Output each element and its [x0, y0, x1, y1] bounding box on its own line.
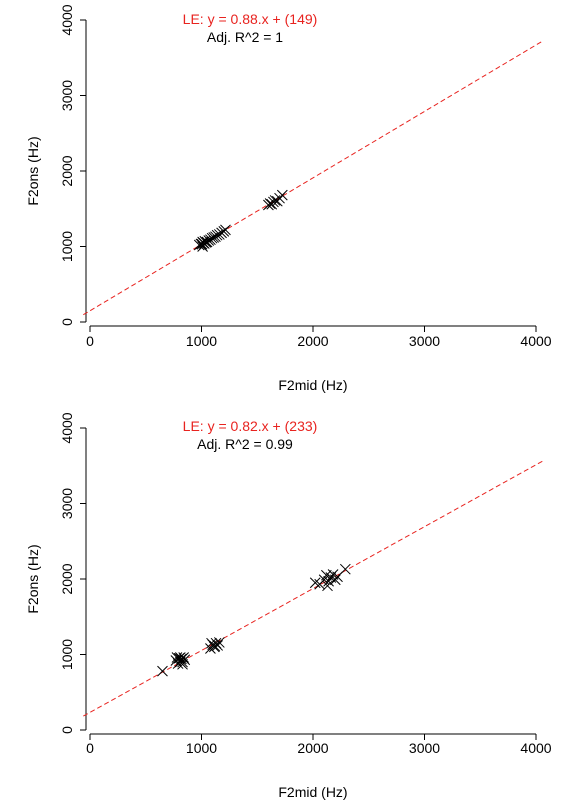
data-point: [199, 235, 211, 247]
data-point-stroke: [276, 189, 288, 201]
x-tick-label: 2000: [297, 740, 328, 756]
data-point-stroke: [339, 563, 351, 575]
data-point: [276, 189, 288, 201]
data-point: [339, 563, 351, 575]
data-point-stroke: [309, 577, 321, 589]
data-point-stroke: [171, 652, 183, 663]
data-point: [322, 580, 333, 592]
data-point: [264, 198, 276, 209]
data-point: [271, 195, 283, 207]
data-point-stroke: [213, 229, 225, 240]
y-tick-label: 4000: [59, 412, 75, 443]
x-tick-label: 3000: [409, 333, 440, 349]
data-point-stroke: [264, 198, 276, 209]
data-point-stroke: [197, 236, 208, 248]
data-point: [209, 640, 221, 652]
data-point: [197, 236, 208, 248]
fit-equation: LE: y = 0.88.x + (149): [183, 11, 318, 27]
data-point-stroke: [157, 665, 168, 677]
y-axis-label: F2ons (Hz): [25, 544, 41, 613]
data-point: [177, 656, 188, 668]
x-tick-label: 1000: [186, 740, 217, 756]
data-point-stroke: [203, 235, 215, 246]
x-tick-label: 1000: [186, 333, 217, 349]
x-axis-label: F2mid (Hz): [278, 784, 347, 800]
chart-panel-2: 0 1000 2000 3000 4000 0 1000 2000 3000 4000 F2mid …: [25, 412, 552, 800]
data-point-stroke: [322, 580, 333, 592]
regression-line: [83, 460, 543, 717]
data-point-stroke: [327, 569, 339, 580]
data-point-stroke: [220, 224, 231, 236]
y-tick-label: 3000: [59, 80, 75, 111]
data-point: [203, 235, 215, 246]
y-tick-label: 2000: [59, 563, 75, 594]
y-tick-label: 2000: [59, 155, 75, 186]
data-point-stroke: [321, 569, 332, 581]
data-point: [208, 232, 220, 243]
x-tick-label: 3000: [409, 740, 440, 756]
y-tick-label: 0: [59, 726, 75, 734]
data-point: [212, 640, 224, 651]
y-tick-label: 3000: [59, 488, 75, 519]
data-point-stroke: [206, 232, 218, 244]
data-point-stroke: [325, 572, 337, 583]
data-point: [213, 229, 225, 240]
adj-r2: Adj. R^2 = 1: [207, 29, 283, 45]
regression-line: [83, 40, 543, 316]
data-point-stroke: [199, 235, 211, 247]
y-tick-label: 1000: [59, 231, 75, 262]
x-axis-label: F2mid (Hz): [278, 377, 347, 393]
data-point-stroke: [209, 640, 221, 652]
y-tick-label: 4000: [59, 4, 75, 35]
data-point: [220, 224, 231, 236]
x-tick-label: 4000: [520, 333, 551, 349]
data-point-stroke: [177, 656, 188, 668]
x-tick-label: 0: [86, 740, 94, 756]
data-point: [157, 665, 168, 677]
adj-r2: Adj. R^2 = 0.99: [197, 436, 293, 452]
data-point-stroke: [174, 652, 186, 663]
y-tick-label: 1000: [59, 639, 75, 670]
fit-equation: LE: y = 0.82.x + (233): [183, 418, 318, 434]
x-tick-label: 2000: [297, 333, 328, 349]
x-tick-label: 0: [86, 333, 94, 349]
chart-panel-1: 0 1000 2000 3000 4000 0 1000 2000 3000 4000 F2mid …: [25, 4, 552, 393]
x-tick-label: 4000: [520, 740, 551, 756]
data-point-stroke: [208, 232, 220, 243]
data-point-stroke: [329, 574, 341, 586]
y-axis-label: F2ons (Hz): [25, 136, 41, 205]
data-point: [206, 232, 218, 244]
data-point: [171, 652, 183, 663]
data-point-stroke: [212, 640, 224, 651]
data-point-stroke: [271, 195, 283, 207]
data-point: [329, 574, 341, 586]
y-tick-label: 0: [59, 318, 75, 326]
